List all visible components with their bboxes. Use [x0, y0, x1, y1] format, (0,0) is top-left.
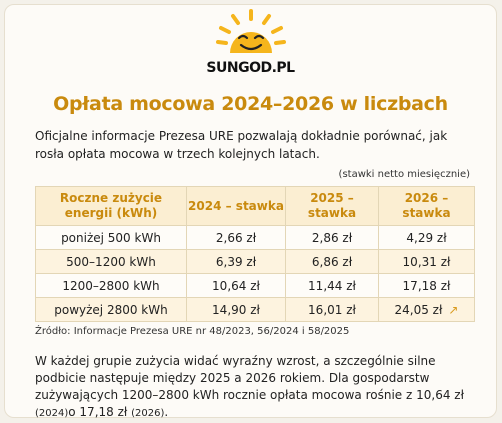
table-cell-with-trend: 24,05 zł ↗	[378, 297, 475, 322]
table-cell: powyżej 2800 kWh	[35, 297, 187, 322]
table-header-row: Roczne zużycie energii (kWh) 2024 – staw…	[35, 186, 475, 226]
summary-end: .	[164, 405, 169, 419]
logo	[5, 9, 496, 61]
table-row: 1200–2800 kWh 10,64 zł 11,44 zł 17,18 zł	[35, 273, 475, 298]
table-cell: 2,86 zł	[285, 225, 379, 250]
table-cell-value: 24,05 zł	[394, 302, 443, 317]
table-cell: 6,39 zł	[186, 249, 286, 274]
column-header: 2024 – stawka	[186, 186, 286, 226]
table-cell: 17,18 zł	[378, 273, 475, 298]
infographic-card: SUNGOD.PL Opłata mocowa 2024–2026 w licz…	[4, 4, 497, 419]
source-note: Źródło: Informacje Prezesa URE nr 48/202…	[35, 326, 350, 337]
table-cell: 16,01 zł	[285, 297, 379, 322]
table-cell: 10,64 zł	[186, 273, 286, 298]
summary-mid: o 17,18 zł	[68, 405, 132, 419]
column-header: 2025 – stawka	[285, 186, 379, 226]
table-cell: 10,31 zł	[378, 249, 475, 274]
summary-body: W każdej grupie zużycia widać wyraźny wz…	[35, 354, 464, 402]
smiling-sun-icon	[215, 9, 286, 53]
rates-table: Roczne zużycie energii (kWh) 2024 – staw…	[35, 186, 475, 322]
page-title: Opłata mocowa 2024–2026 w liczbach	[53, 93, 448, 115]
table-row: poniżej 500 kWh 2,66 zł 2,86 zł 4,29 zł	[35, 225, 475, 250]
table-cell: 500–1200 kWh	[35, 249, 187, 274]
table-cell: 4,29 zł	[378, 225, 475, 250]
summary-year-2024: (2024)	[35, 408, 69, 419]
table-cell: 2,66 zł	[186, 225, 286, 250]
brand-name: SUNGOD.PL	[206, 60, 295, 76]
table-cell: 6,86 zł	[285, 249, 379, 274]
rate-note: (stawki netto miesięcznie)	[338, 169, 470, 180]
summary-text: W każdej grupie zużycia widać wyraźny wz…	[35, 353, 485, 422]
column-header: 2026 – stawka	[378, 186, 475, 226]
intro-text: Oficjalne informacje Prezesa URE pozwala…	[35, 129, 448, 161]
table-cell: 14,90 zł	[186, 297, 286, 322]
table-cell: 11,44 zł	[285, 273, 379, 298]
summary-year-2026: (2026)	[131, 408, 165, 419]
table-cell: poniżej 500 kWh	[35, 225, 187, 250]
table-row: 500–1200 kWh 6,39 zł 6,86 zł 10,31 zł	[35, 249, 475, 274]
table-cell: 1200–2800 kWh	[35, 273, 187, 298]
column-header: Roczne zużycie energii (kWh)	[35, 186, 187, 226]
arrow-up-right-icon: ↗	[448, 302, 459, 317]
table-row: powyżej 2800 kWh 14,90 zł 16,01 zł 24,05…	[35, 297, 475, 322]
